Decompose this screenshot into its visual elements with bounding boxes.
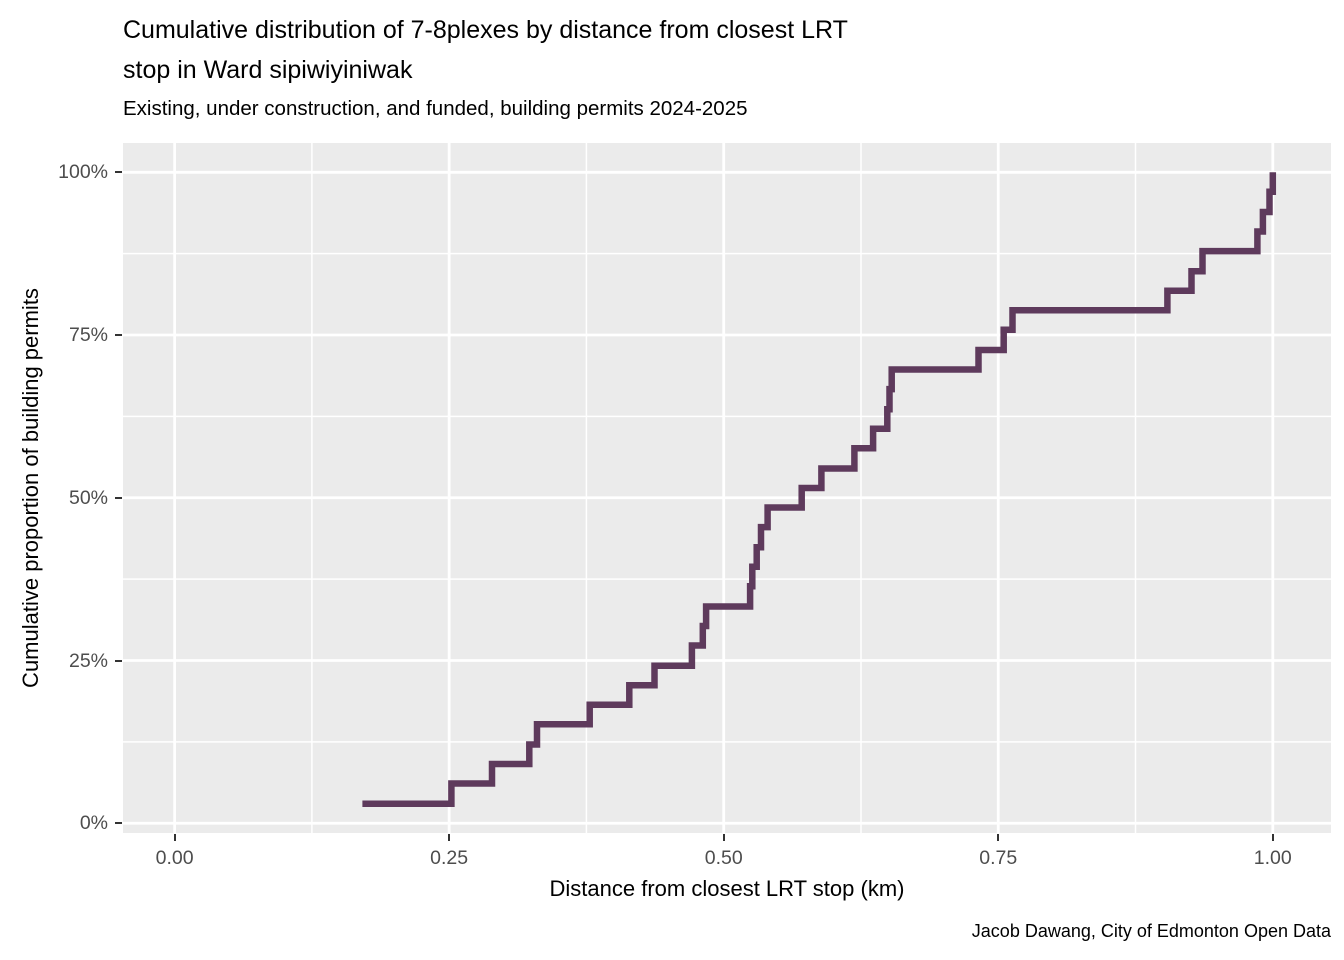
plot-panel [123,143,1331,833]
y-axis-title: Cumulative proportion of building permit… [18,288,43,688]
x-tick-label: 0.75 [979,847,1018,869]
y-tick-mark [115,171,122,174]
x-tick-label: 0.00 [155,847,194,869]
x-axis-title: Distance from closest LRT stop (km) [549,876,905,901]
y-tick-mark [115,659,122,662]
y-axis-title-box: Cumulative proportion of building permit… [18,143,44,833]
x-tick-mark [722,834,725,841]
chart-title: Cumulative distribution of 7-8plexes by … [123,16,848,84]
chart-caption: Jacob Dawang, City of Edmonton Open Data [971,921,1331,941]
y-tick-label: 50% [68,486,108,509]
x-tick-mark [173,834,176,841]
x-tick-label: 0.50 [704,847,743,869]
x-tick-mark [997,834,1000,841]
x-tick-mark [448,834,451,841]
chart-subtitle: Existing, under construction, and funded… [123,97,748,120]
y-tick-label: 75% [68,324,108,347]
y-tick-label: 25% [68,649,108,672]
x-tick-mark [1271,834,1274,841]
y-tick-mark [115,822,122,825]
y-tick-mark [115,334,122,337]
y-tick-mark [115,496,122,499]
plot-svg [123,143,1331,833]
y-tick-label: 0% [79,812,108,835]
x-tick-label: 1.00 [1253,847,1292,869]
x-tick-label: 0.25 [430,847,469,869]
ecdf-step-line [362,172,1277,807]
y-tick-label: 100% [58,161,108,184]
